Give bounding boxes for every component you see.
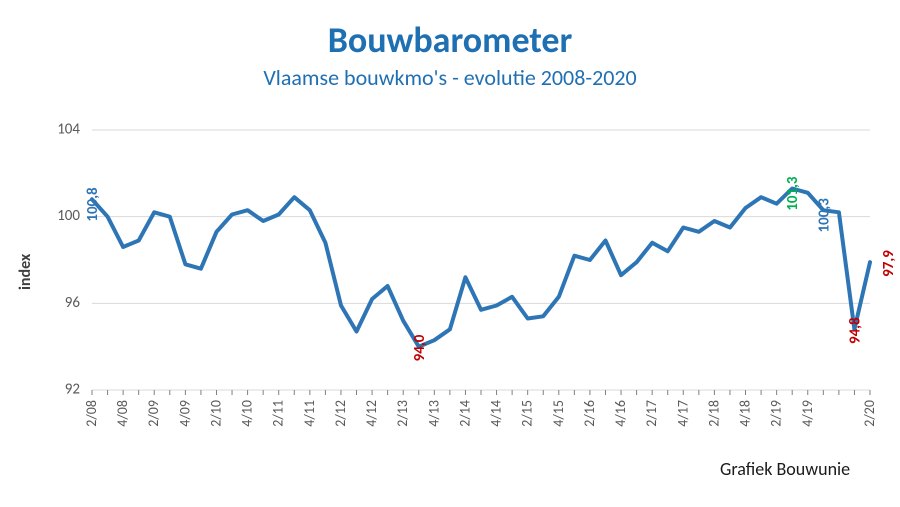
x-tick-label: 2/15 xyxy=(519,400,536,427)
x-tick-label: 2/10 xyxy=(207,400,224,427)
x-tick-label: 4/13 xyxy=(425,400,442,427)
x-tick-label: 4/08 xyxy=(114,400,131,427)
x-tick-label: 4/09 xyxy=(176,400,193,427)
x-tick-label: 2/13 xyxy=(394,400,411,427)
x-tick-label: 2/20 xyxy=(861,400,878,427)
x-tick-label: 4/18 xyxy=(737,400,754,427)
x-tick-label: 4/14 xyxy=(488,400,505,427)
x-tick-label: 4/15 xyxy=(550,400,567,427)
x-tick-label: 2/11 xyxy=(270,400,287,427)
point-label: 97,9 xyxy=(880,250,898,277)
x-tick-label: 4/16 xyxy=(612,400,629,427)
data-line xyxy=(92,189,870,347)
x-tick-label: 4/17 xyxy=(674,400,691,427)
x-tick-label: 2/12 xyxy=(332,400,349,427)
x-tick-label: 4/11 xyxy=(301,400,318,427)
point-label: 100,3 xyxy=(815,198,833,233)
x-tick-label: 2/09 xyxy=(145,400,162,427)
x-tick-label: 2/17 xyxy=(643,400,660,427)
x-tick-label: 4/19 xyxy=(799,400,816,427)
y-tick-label: 100 xyxy=(57,207,80,225)
x-tick-label: 2/16 xyxy=(581,400,598,427)
point-label: 100,8 xyxy=(84,187,102,222)
point-label: 94,0 xyxy=(411,334,429,361)
line-chart: 92 96 100 104 2/08 4/08 2/09 4/09 2/10 4/10 2/11 4/… xyxy=(0,0,900,507)
x-tick-label: 2/14 xyxy=(456,400,473,427)
x-tick-label: 2/08 xyxy=(83,400,100,427)
y-tick-label: 92 xyxy=(65,381,80,399)
chart-container: Bouwbarometer Vlaamse bouwkmo's - evolut… xyxy=(0,0,900,507)
point-label: 101,3 xyxy=(784,176,802,211)
x-tick-label: 4/12 xyxy=(363,400,380,427)
y-tick-label: 104 xyxy=(57,121,80,139)
x-tick-label: 2/18 xyxy=(705,400,722,427)
y-tick-label: 96 xyxy=(65,294,81,312)
x-tick-label: 2/19 xyxy=(768,400,785,427)
x-tick-label: 4/10 xyxy=(239,400,256,427)
point-label: 94,8 xyxy=(846,317,864,344)
